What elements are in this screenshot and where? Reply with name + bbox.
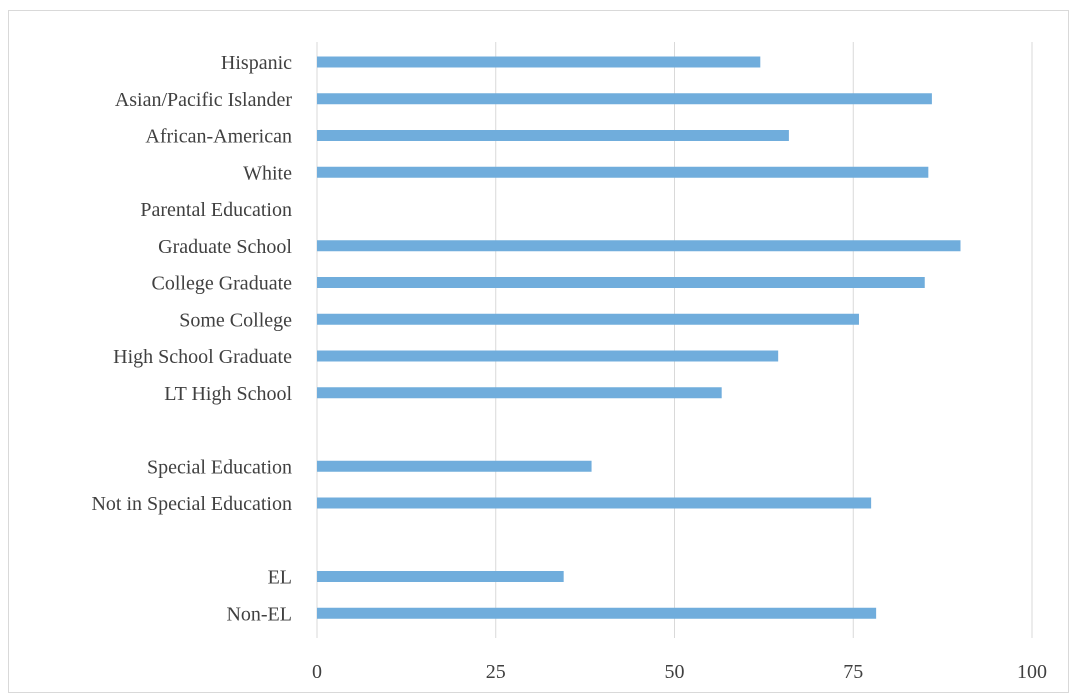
bar <box>317 497 872 509</box>
bar <box>317 166 929 178</box>
category-label: Parental Education <box>140 199 292 221</box>
bar <box>317 387 722 399</box>
x-axis-tick-labels: 0 25 50 75 100 <box>312 661 1047 683</box>
category-labels: Hispanic Asian/Pacific Islander African-Am… <box>91 52 292 625</box>
category-label: High School Graduate <box>113 346 292 368</box>
category-label: Not in Special Education <box>91 493 292 515</box>
x-tick-label: 50 <box>665 661 685 683</box>
x-tick-label: 100 <box>1017 661 1047 683</box>
category-label: College Graduate <box>152 273 293 295</box>
category-label: Non-EL <box>226 603 292 625</box>
bar <box>317 56 761 68</box>
bar <box>317 313 859 325</box>
grid-lines <box>316 42 1033 638</box>
bar <box>317 277 925 288</box>
x-tick-label: 0 <box>312 661 322 683</box>
category-label: African-American <box>145 126 292 148</box>
category-label: Some College <box>179 309 292 331</box>
category-label: Asian/Pacific Islander <box>115 89 292 111</box>
category-label: LT High School <box>164 383 292 405</box>
bar <box>317 130 789 141</box>
category-label: Hispanic <box>221 52 292 74</box>
category-label: Special Education <box>147 456 292 478</box>
bar <box>317 571 564 582</box>
bar <box>317 93 932 105</box>
bar <box>317 607 877 619</box>
category-label: White <box>243 162 292 184</box>
bar <box>317 350 779 362</box>
bars <box>317 56 961 619</box>
bar <box>317 240 961 252</box>
x-tick-label: 25 <box>486 661 506 683</box>
x-tick-label: 75 <box>843 661 863 683</box>
category-label: Graduate School <box>158 236 292 258</box>
bar <box>317 460 592 472</box>
category-label: EL <box>268 567 292 589</box>
